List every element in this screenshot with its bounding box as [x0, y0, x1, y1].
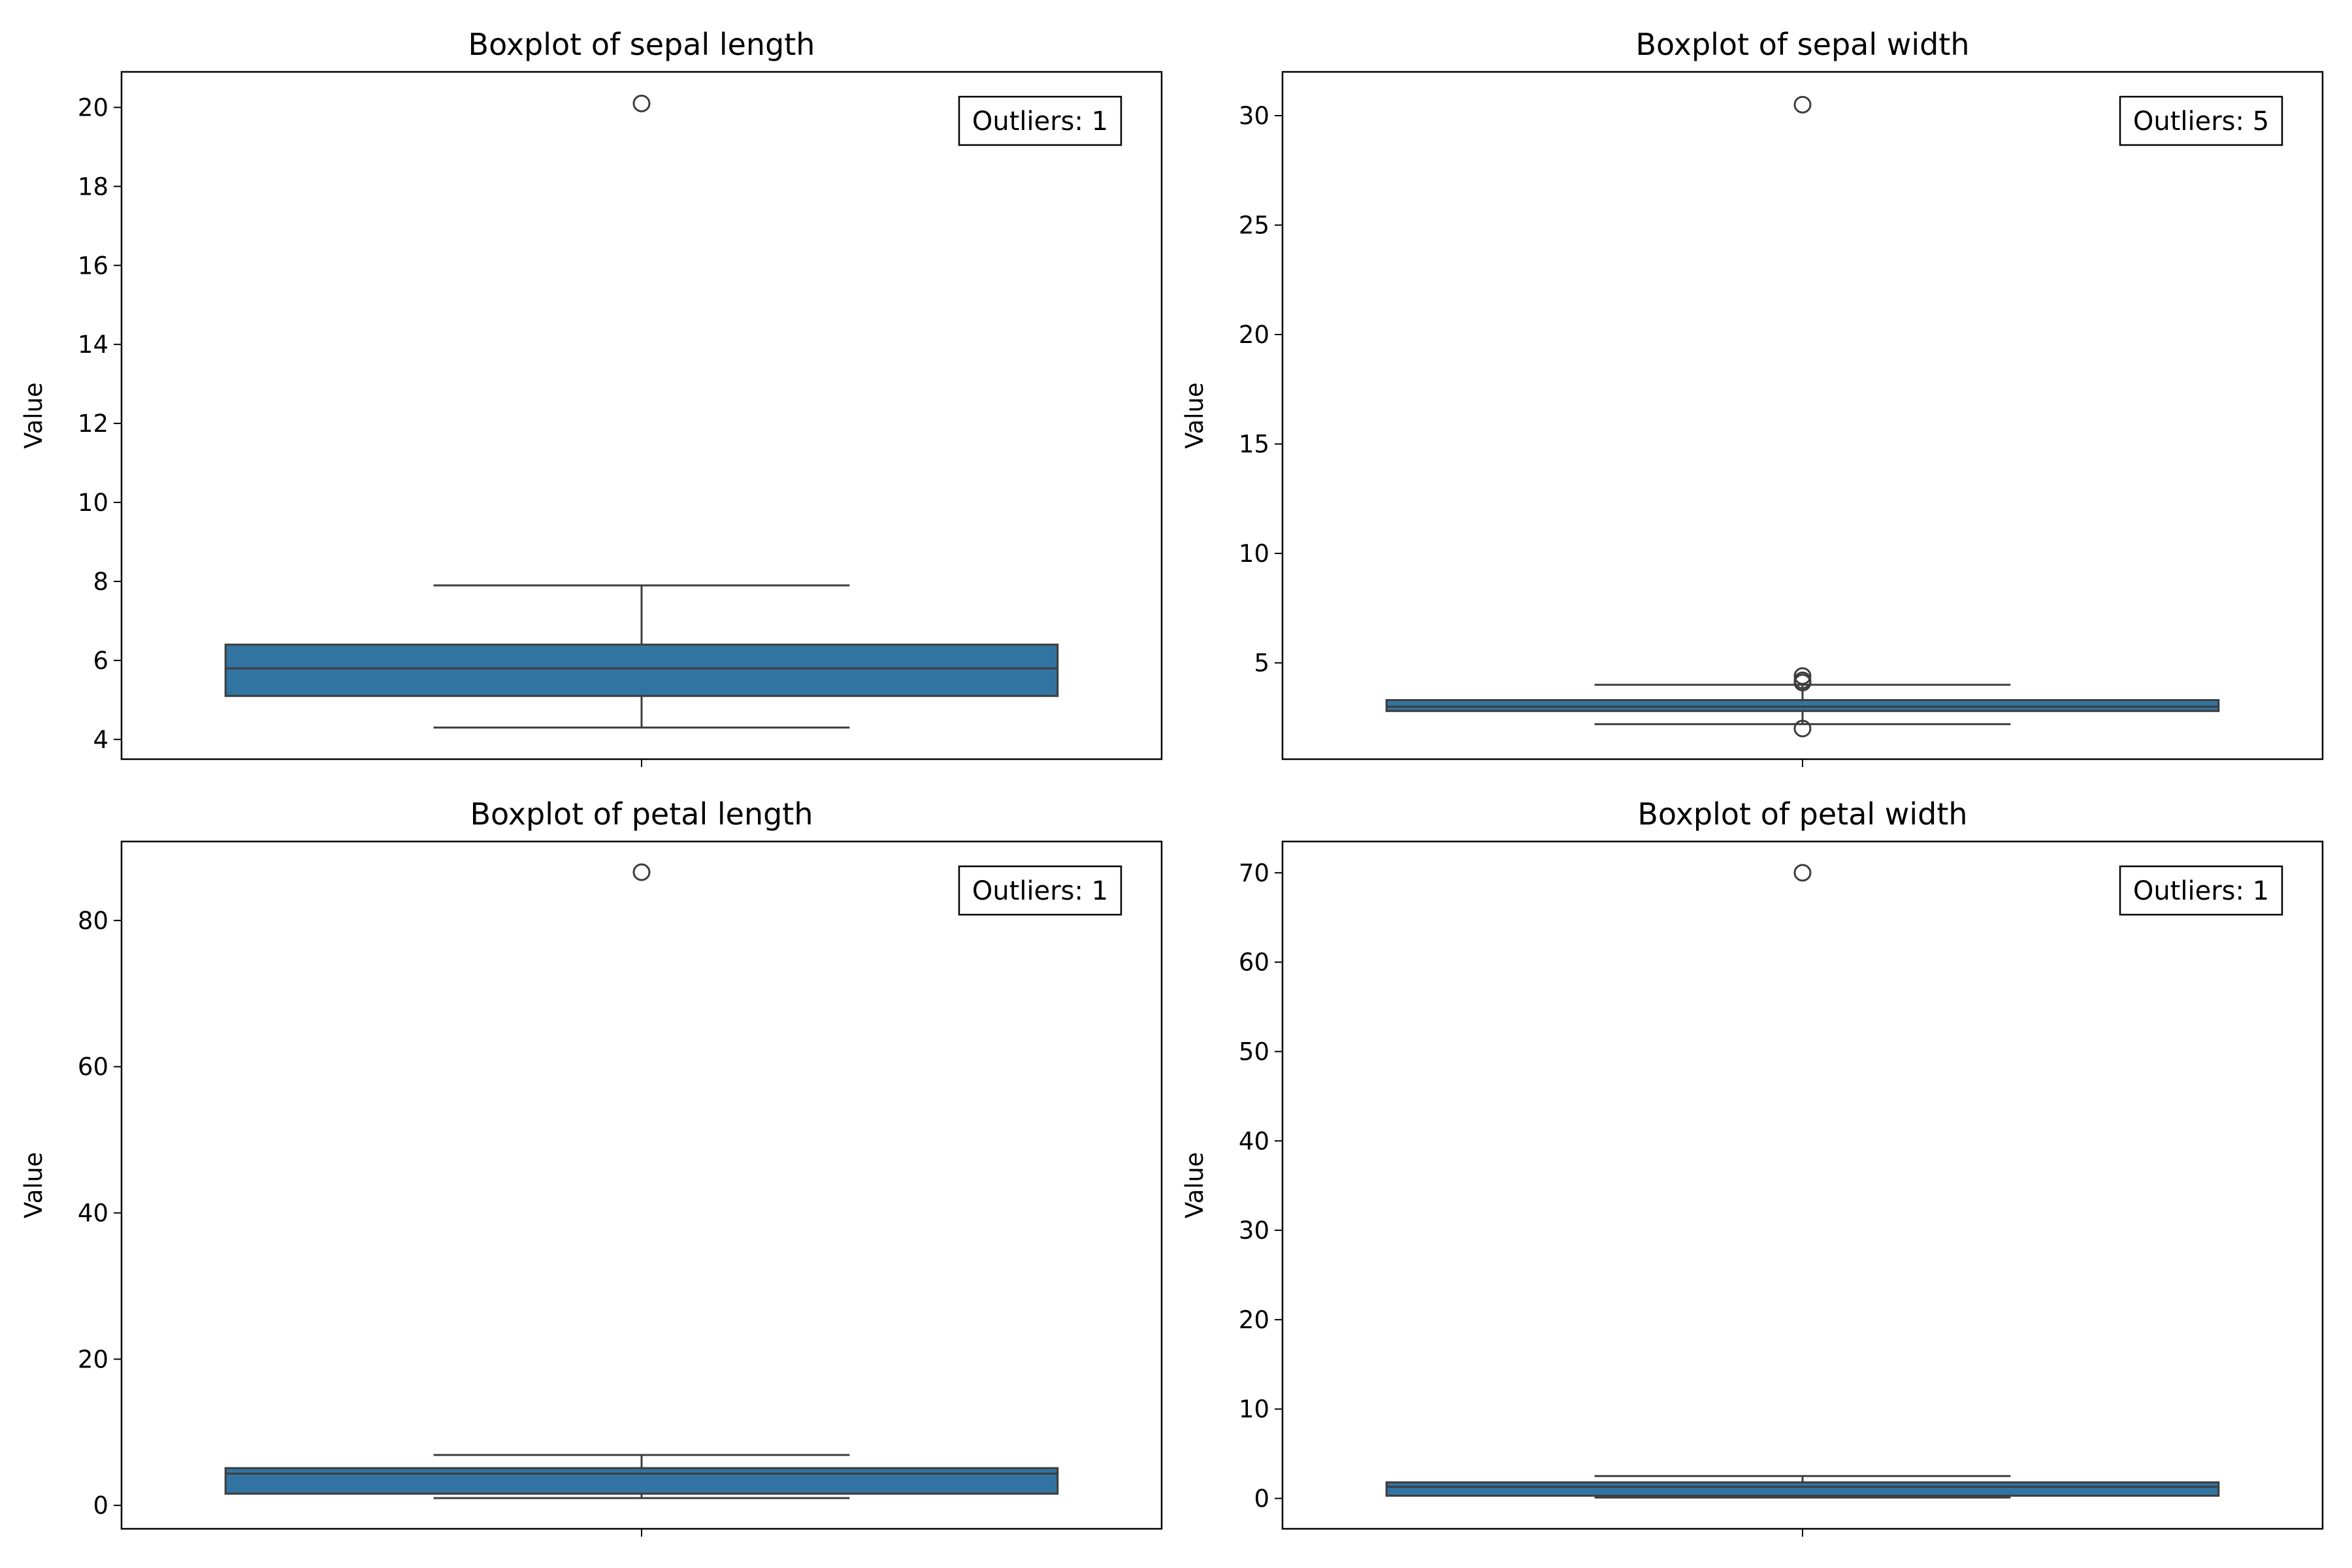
- y-tick-label: 8: [93, 568, 108, 596]
- outlier-count-label: Outliers: 1: [2133, 876, 2269, 906]
- plot-frame: [1281, 840, 2324, 1530]
- y-tick-label: 10: [78, 489, 108, 517]
- box-iqr: [224, 1467, 1059, 1495]
- y-axis-label: Value: [20, 1152, 48, 1218]
- y-tick-label: 12: [78, 410, 108, 438]
- y-axis-label: Value: [20, 382, 48, 449]
- y-tick-label: 20: [1239, 321, 1269, 349]
- chart-title: Boxplot of petal length: [470, 796, 813, 832]
- y-tick-label: 30: [1239, 102, 1269, 130]
- y-tick-label: 80: [78, 907, 108, 935]
- y-tick-label: 30: [1239, 1217, 1269, 1245]
- annotation-box: [958, 865, 1122, 916]
- outlier-count-label: Outliers: 1: [972, 876, 1108, 906]
- y-tick-label: 70: [1239, 859, 1269, 887]
- chart-panel-4: Boxplot of petal width Value 0 10 20 30 40 50 60…: [1181, 796, 2324, 1537]
- y-tick-label: 14: [78, 331, 108, 359]
- y-tick-label: 10: [1239, 540, 1269, 568]
- outlier-point: [632, 863, 651, 881]
- y-tick-label: 16: [78, 252, 108, 280]
- y-tick-label: 60: [1239, 949, 1269, 977]
- outlier-point: [1793, 674, 1812, 692]
- outlier-count-label: Outliers: 5: [2133, 106, 2269, 137]
- chart-panel-2: Boxplot of sepal width Value 5 10 15 20 25 30 Ou…: [1181, 27, 2324, 767]
- outlier-count-label: Outliers: 1: [972, 106, 1108, 137]
- y-tick-label: 0: [93, 1492, 108, 1520]
- outlier-point: [1793, 864, 1812, 882]
- y-tick-label: 50: [1239, 1037, 1269, 1066]
- chart-title: Boxplot of petal width: [1637, 796, 1967, 832]
- annotation-box: [2119, 865, 2283, 916]
- annotation-box: [958, 95, 1122, 146]
- y-tick-label: 18: [78, 172, 108, 201]
- y-tick-label: 20: [1239, 1306, 1269, 1334]
- y-axis-label: Value: [1181, 382, 1209, 449]
- y-tick-label: 4: [93, 726, 108, 754]
- y-tick-label: 15: [1239, 431, 1269, 459]
- y-tick-label: 25: [1239, 212, 1269, 240]
- chart-panel-1: Boxplot of sepal length Value 4 6 8 10 12 14 16 1…: [20, 27, 1163, 767]
- outlier-point: [1793, 95, 1812, 114]
- chart-title: Boxplot of sepal length: [468, 27, 815, 62]
- chart-title: Boxplot of sepal width: [1635, 27, 1969, 62]
- box-iqr: [1385, 1481, 2220, 1497]
- plot-frame: [120, 840, 1163, 1530]
- box-iqr: [1385, 699, 2220, 712]
- box-iqr: [224, 644, 1059, 697]
- y-tick-label: 20: [78, 1345, 108, 1373]
- y-axis-label: Value: [1181, 1152, 1209, 1218]
- y-tick-label: 60: [78, 1053, 108, 1081]
- outlier-point: [632, 94, 651, 112]
- y-tick-label: 0: [1254, 1484, 1269, 1512]
- plot-frame: [120, 71, 1163, 760]
- chart-panel-3: Boxplot of petal length Value 0 20 40 60 80 Out…: [20, 796, 1163, 1537]
- y-tick-label: 40: [78, 1200, 108, 1228]
- annotation-box: [2119, 95, 2283, 146]
- y-tick-label: 10: [1239, 1396, 1269, 1424]
- y-tick-label: 6: [93, 647, 108, 675]
- outlier-point: [1793, 667, 1812, 685]
- y-tick-label: 5: [1254, 649, 1269, 678]
- y-tick-label: 20: [78, 93, 108, 122]
- outlier-point: [1793, 719, 1812, 738]
- y-tick-label: 40: [1239, 1127, 1269, 1155]
- plot-frame: [1281, 71, 2324, 760]
